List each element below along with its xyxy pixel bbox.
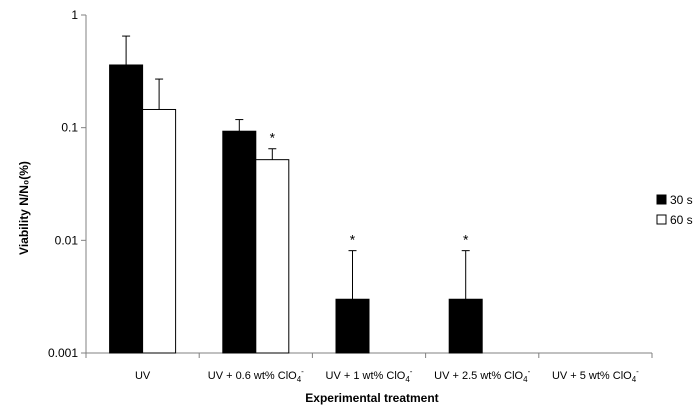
category-label: UV + 1 wt% ClO4-: [326, 367, 413, 384]
legend-label: 60 s: [670, 213, 693, 227]
category-labels: UV UV + 0.6 wt% ClO4- UV + 1 wt% ClO4- UV +…: [135, 367, 639, 384]
x-axis-title: Experimental treatment: [305, 391, 438, 405]
y-tick-label: 0.001: [48, 346, 78, 360]
legend-label: 30 s: [670, 193, 693, 207]
significance-mark: *: [350, 232, 356, 248]
legend-swatch: [656, 214, 667, 225]
significance-marks: * * *: [270, 130, 469, 248]
error-bars: [122, 35, 470, 300]
category-label: UV: [135, 370, 151, 382]
bar: [255, 159, 290, 354]
significance-mark: *: [463, 232, 469, 248]
significance-mark: *: [270, 130, 276, 146]
y-axis-title: Viability N/N₀(%): [17, 161, 31, 255]
y-tick-label: 0.01: [55, 233, 79, 247]
category-label: UV + 2.5 wt% ClO4-: [434, 367, 530, 384]
bar: [335, 298, 370, 354]
legend-swatch: [656, 194, 667, 205]
bars: [109, 64, 483, 354]
y-tick-label: 1: [71, 8, 78, 22]
y-axis-ticks: 0.001 0.01 0.1 1: [48, 8, 86, 360]
category-label: UV + 5 wt% ClO4-: [552, 367, 639, 384]
bar: [142, 108, 177, 354]
bar: [109, 64, 144, 354]
x-axis-ticks: [85, 353, 653, 358]
bar: [222, 130, 257, 354]
category-label: UV + 0.6 wt% ClO4-: [208, 367, 304, 384]
legend: 30 s 60 s: [656, 193, 693, 227]
bar: [448, 298, 483, 354]
y-tick-label: 0.1: [61, 121, 78, 135]
